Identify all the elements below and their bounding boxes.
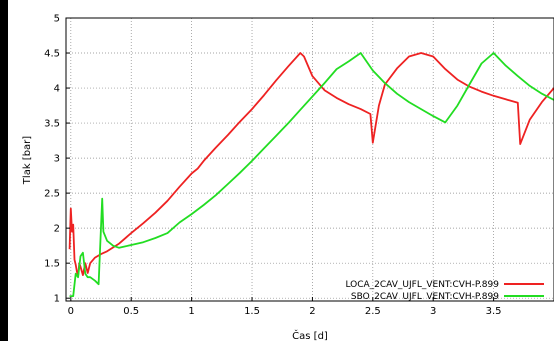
legend-label-sbo: SBO_2CAV_UJFL_VENT:CVH-P.899 xyxy=(351,292,499,302)
chart-panel: 0 0.5 1 1.5 2 2.5 3 3.5 1 1.5 2 2.5 3 3.5 4 4.5 5 Čas [… xyxy=(8,0,554,341)
y-tick-label: 3.5 xyxy=(44,119,60,130)
y-tick-label: 3 xyxy=(54,154,60,165)
x-tick-label: 1 xyxy=(188,306,194,317)
x-tick-label: 0 xyxy=(68,306,74,317)
y-tick-label: 4 xyxy=(54,84,60,95)
y-tick-label: 1.5 xyxy=(44,259,60,270)
x-tick-label: 0.5 xyxy=(123,306,139,317)
x-tick-label: 3.5 xyxy=(486,306,502,317)
series-layer xyxy=(68,52,554,298)
y-tick-label: 5 xyxy=(54,14,60,25)
series-sbo-line xyxy=(69,52,554,298)
x-axis-ticks: 0 0.5 1 1.5 2 2.5 3 3.5 xyxy=(68,297,502,317)
series-loca-line xyxy=(68,52,554,277)
y-tick-label: 1 xyxy=(54,294,60,305)
plot-frame xyxy=(65,17,554,302)
x-tick-label: 3 xyxy=(430,306,436,317)
legend: LOCA_2CAV_UJFL_VENT:CVH-P.899 SBO_2CAV_U… xyxy=(345,280,544,302)
x-tick-label: 2 xyxy=(309,306,315,317)
x-tick-label: 2.5 xyxy=(365,306,381,317)
x-axis-label: Čas [d] xyxy=(292,329,328,341)
y-axis-ticks: 1 1.5 2 2.5 3 3.5 4 4.5 5 xyxy=(44,14,70,305)
grid-lines xyxy=(66,17,554,301)
y-axis-label: Tlak [bar] xyxy=(22,136,33,185)
y-tick-label: 2.5 xyxy=(44,189,60,200)
x-tick-label: 1.5 xyxy=(244,306,260,317)
line-chart: 0 0.5 1 1.5 2 2.5 3 3.5 1 1.5 2 2.5 3 3.5 4 4.5 5 Čas [… xyxy=(22,14,554,341)
legend-label-loca: LOCA_2CAV_UJFL_VENT:CVH-P.899 xyxy=(345,280,499,290)
y-tick-label: 4.5 xyxy=(44,49,60,60)
y-tick-label: 2 xyxy=(54,224,60,235)
